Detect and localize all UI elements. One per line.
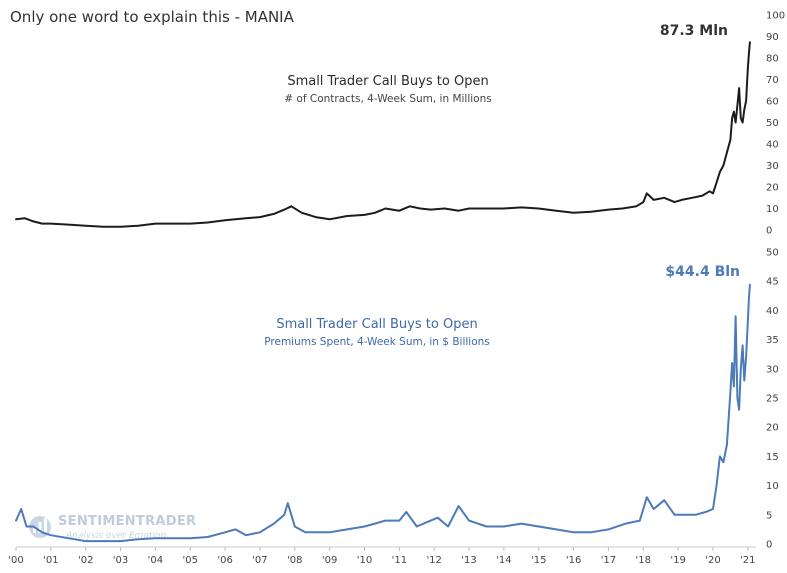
top-chart-title: Small Trader Call Buys to Open bbox=[287, 74, 488, 89]
top-y-tick-label: 80 bbox=[766, 54, 779, 65]
watermark: SENTIMENTRADER Analysis over Emotion bbox=[29, 514, 196, 541]
bottom-y-tick-label: 45 bbox=[766, 277, 779, 288]
x-tick-label: '12 bbox=[426, 555, 441, 566]
top-y-tick-label: 90 bbox=[766, 32, 779, 43]
bottom-y-tick-label: 40 bbox=[766, 306, 779, 317]
watermark-brand: SENTIMENTRADER bbox=[58, 514, 196, 529]
x-tick-label: '05 bbox=[183, 555, 198, 566]
top-y-tick-label: 30 bbox=[766, 161, 779, 172]
watermark-tagline: Analysis over Emotion bbox=[65, 531, 166, 541]
top-series-group bbox=[15, 41, 751, 228]
x-tick-label: '04 bbox=[148, 555, 163, 566]
bottom-y-tick-label: 25 bbox=[766, 394, 779, 405]
bottom-series-line bbox=[15, 283, 751, 543]
x-tick-label: '16 bbox=[566, 555, 581, 566]
top-y-tick-label: 10 bbox=[766, 204, 779, 215]
bottom-y-tick-label: 10 bbox=[766, 481, 779, 492]
bottom-y-tick-label: 30 bbox=[766, 364, 779, 375]
x-tick-label: '21 bbox=[740, 555, 755, 566]
bottom-y-tick-label: 35 bbox=[766, 335, 779, 346]
top-y-tick-label: 70 bbox=[766, 75, 779, 86]
panel-contracts: Small Trader Call Buys to Open # of Cont… bbox=[15, 11, 785, 237]
bottom-chart-title: Small Trader Call Buys to Open bbox=[276, 317, 477, 332]
page-title: Only one word to explain this - MANIA bbox=[10, 8, 295, 26]
top-y-axis: 0 10 20 30 40 50 60 70 80 90 100 bbox=[766, 11, 785, 237]
x-tick-label: '17 bbox=[601, 555, 616, 566]
x-tick-label: '10 bbox=[357, 555, 372, 566]
x-tick-label: '00 bbox=[8, 555, 23, 566]
x-tick-label: '19 bbox=[670, 555, 685, 566]
x-tick-label: '02 bbox=[78, 555, 93, 566]
top-series-line bbox=[15, 41, 751, 228]
x-tick-label: '18 bbox=[636, 555, 651, 566]
bottom-y-tick-label: 15 bbox=[766, 452, 779, 463]
bottom-end-label: $44.4 Bln bbox=[665, 264, 740, 280]
top-end-label: 87.3 Mln bbox=[660, 23, 728, 39]
top-y-tick-label: 0 bbox=[766, 226, 772, 237]
panel-premiums: Small Trader Call Buys to Open Premiums … bbox=[15, 248, 779, 551]
top-y-tick-label: 50 bbox=[766, 118, 779, 129]
x-tick-label: '07 bbox=[252, 555, 267, 566]
x-tick-label: '20 bbox=[705, 555, 720, 566]
bottom-y-tick-label: 5 bbox=[766, 510, 772, 521]
x-tick-label: '14 bbox=[496, 555, 511, 566]
top-chart-subtitle: # of Contracts, 4-Week Sum, in Millions bbox=[284, 93, 491, 105]
x-tick-label: '11 bbox=[392, 555, 407, 566]
top-y-tick-label: 100 bbox=[766, 11, 785, 22]
top-y-tick-label: 60 bbox=[766, 97, 779, 108]
bottom-chart-subtitle: Premiums Spent, 4-Week Sum, in $ Billion… bbox=[264, 336, 490, 348]
x-tick-label: '15 bbox=[531, 555, 546, 566]
x-tick-label: '08 bbox=[287, 555, 302, 566]
x-tick-label: '01 bbox=[43, 555, 58, 566]
top-y-tick-label: 40 bbox=[766, 140, 779, 151]
x-tick-label: '03 bbox=[113, 555, 128, 566]
bottom-y-axis: 0 5 10 15 20 25 30 35 40 45 50 bbox=[766, 248, 779, 551]
x-tick-label: '13 bbox=[461, 555, 476, 566]
x-tick-label: '09 bbox=[322, 555, 337, 566]
bottom-y-tick-label: 20 bbox=[766, 423, 779, 434]
bottom-y-tick-label: 50 bbox=[766, 248, 779, 259]
top-y-tick-label: 20 bbox=[766, 183, 779, 194]
x-axis: '00 '01 '02 '03 '04 '05 '06 '07 '08 '09 '10 '11 '12 '… bbox=[8, 547, 756, 566]
bottom-y-tick-label: 0 bbox=[766, 540, 772, 551]
x-tick-label: '06 bbox=[217, 555, 232, 566]
bottom-series-group bbox=[15, 283, 751, 543]
